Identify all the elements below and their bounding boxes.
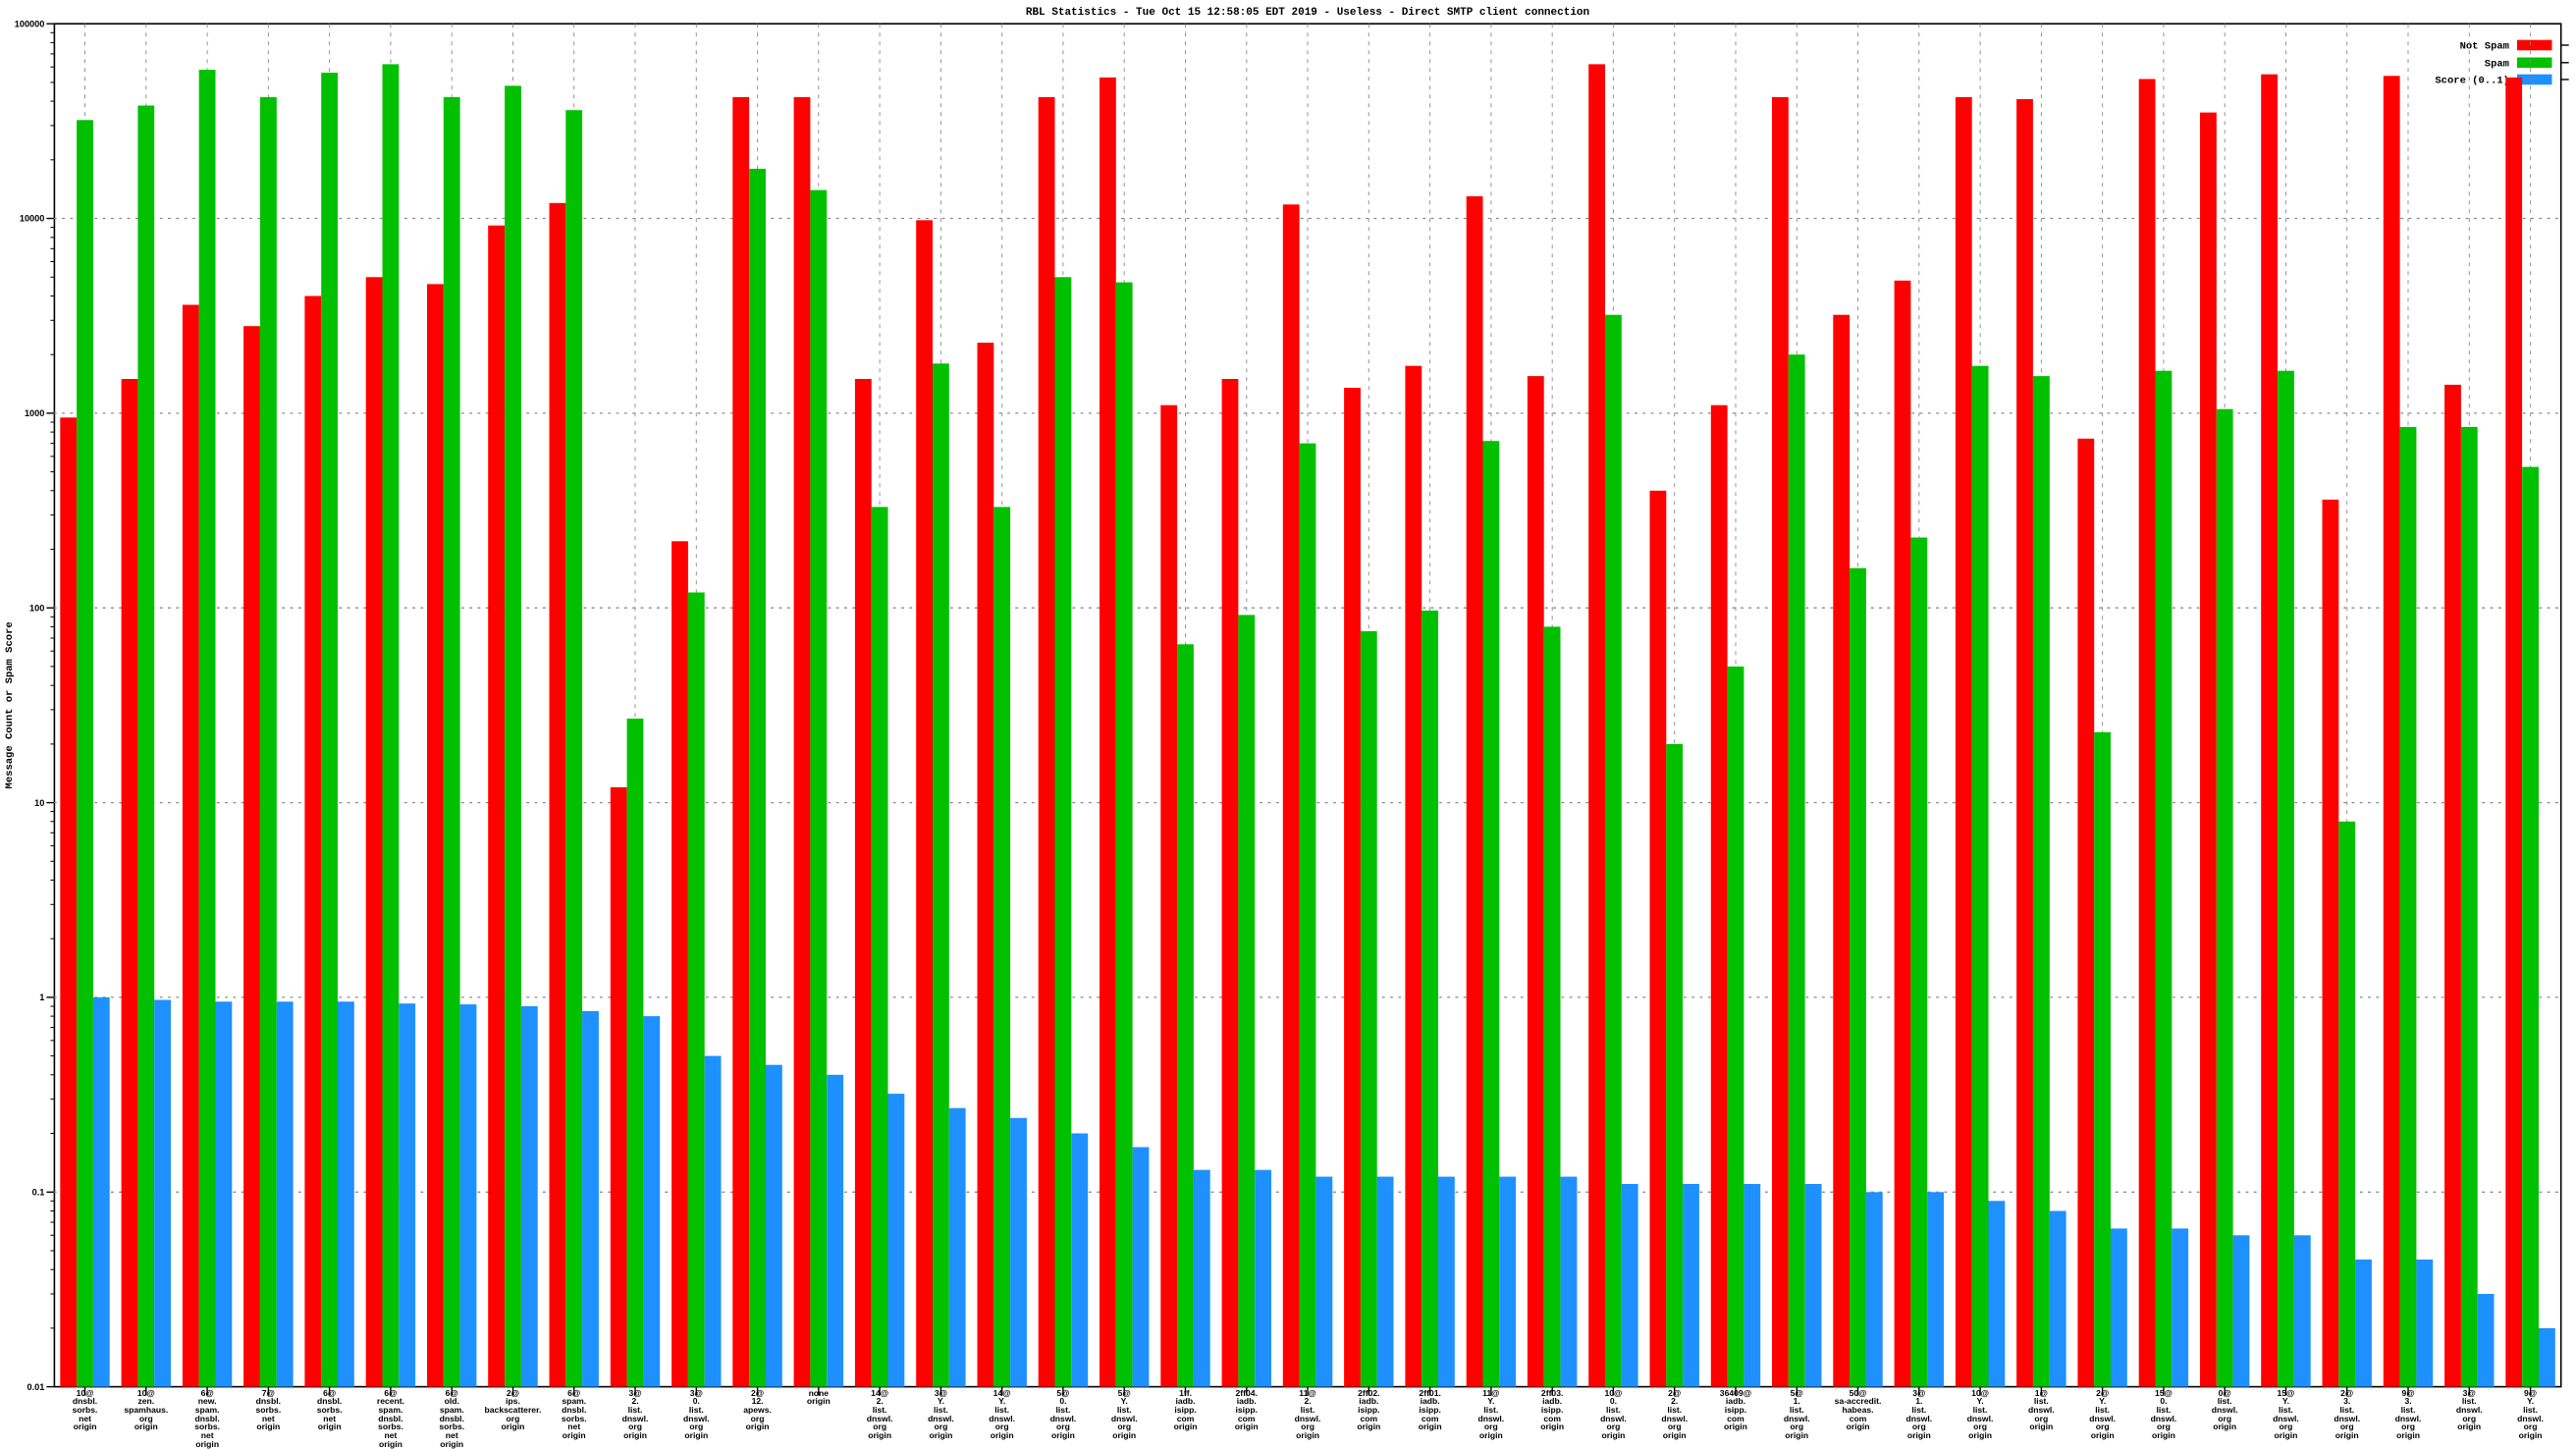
svg-text:Spam: Spam	[2485, 58, 2509, 70]
svg-text:1: 1	[39, 993, 44, 1002]
svg-text:100000: 100000	[15, 19, 45, 28]
svg-text:0.1: 0.1	[32, 1188, 45, 1198]
svg-text:Score (0..1): Score (0..1)	[2435, 76, 2509, 87]
svg-text:0.01: 0.01	[27, 1382, 45, 1392]
svg-text:10: 10	[34, 798, 44, 808]
svg-text:1000: 1000	[25, 408, 44, 418]
svg-text:100: 100	[29, 603, 44, 613]
svg-text:RBL Statistics - Tue Oct 15 12: RBL Statistics - Tue Oct 15 12:58:05 EDT…	[1026, 7, 1589, 19]
svg-text:10000: 10000	[20, 214, 45, 224]
svg-text:Message Count or Spam Score: Message Count or Spam Score	[4, 621, 16, 788]
svg-text:Not Spam: Not Spam	[2460, 41, 2509, 53]
